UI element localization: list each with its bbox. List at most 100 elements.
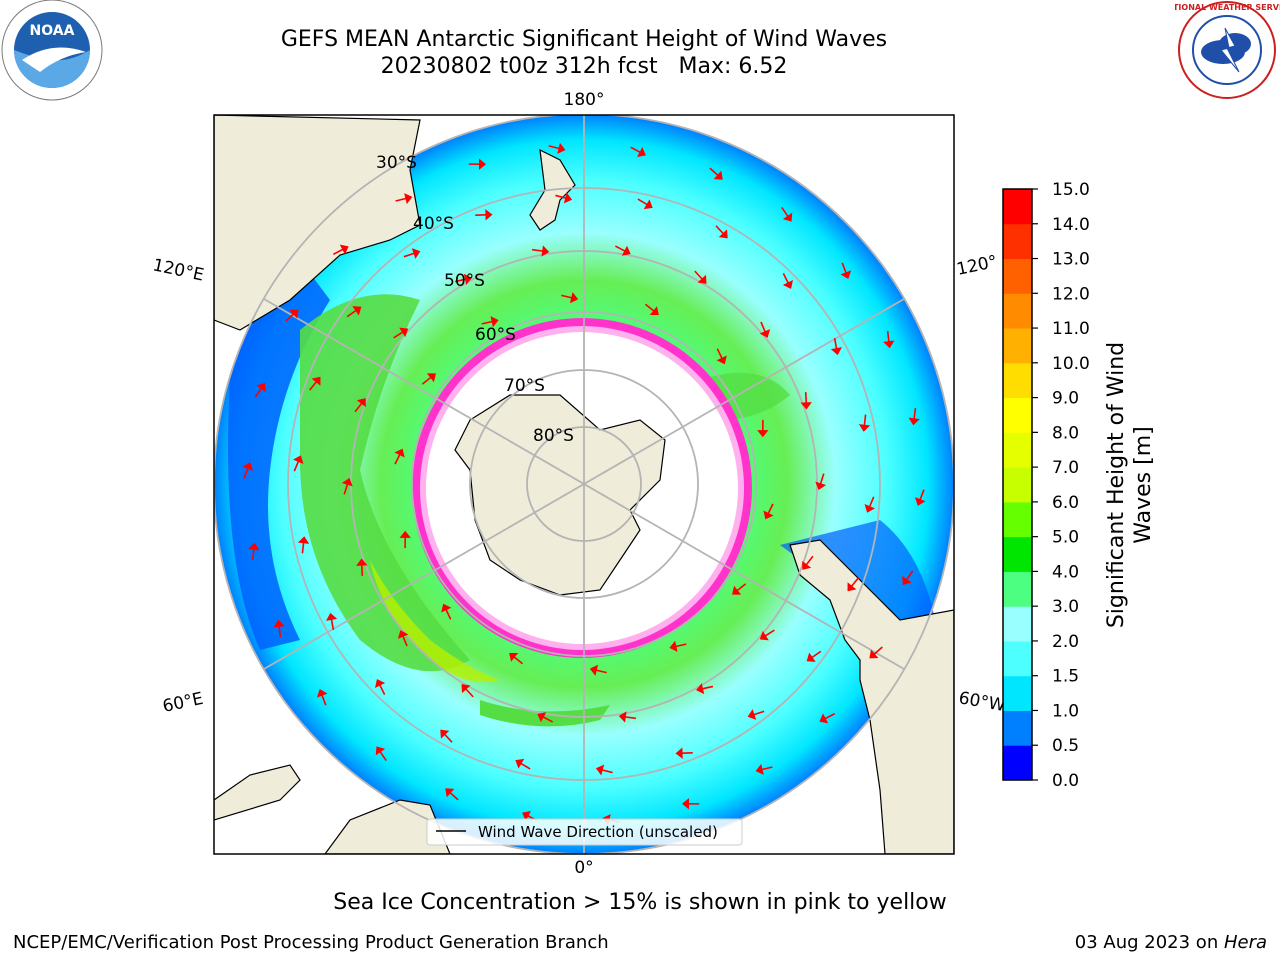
colorbar-tick-label: 2.0 [1052,632,1079,652]
lat-label-50s: 50°S [444,271,485,291]
colorbar-tick-label: 8.0 [1052,423,1079,443]
national-weather-service-logo: NATIONAL WEATHER SERVICE [1175,1,1280,99]
wind-arrow [445,609,452,620]
colorbar-segment [1003,606,1032,642]
legend-label: Wind Wave Direction (unscaled) [478,823,718,841]
wind-arrow [421,376,432,385]
wind-arrow [601,769,613,774]
colorbar-tick-label: 3.0 [1052,597,1079,617]
wind-arrow [819,473,825,485]
lon-label-lower-right: 60°W [957,688,1007,716]
wind-arrow [694,270,703,280]
wind-arrow [637,198,648,206]
wind-arrow [379,751,387,761]
wind-arrow [346,309,357,318]
wind-arrow-head [732,585,742,595]
wind-arrow-head [399,530,411,538]
antarctica-land [454,394,666,596]
lon-label-top: 180° [564,90,605,110]
wind-arrow-head [563,192,573,204]
wind-arrow-head [569,292,579,304]
wind-arrow-head [840,270,852,280]
wind-arrow-head [782,212,793,222]
wind-arrow [481,320,493,325]
wind-arrow [716,348,723,359]
wind-arrow-head [915,497,926,506]
colorbar-segment [1003,328,1032,364]
colorbar-tick-label: 5.0 [1052,528,1079,548]
wind-arrow-head [869,649,879,659]
wind-arrow-head [316,688,328,698]
wind-arrow-head [292,455,304,464]
wind-arrow [332,248,344,256]
wind-arrow-head [356,558,368,566]
colorbar-tick-label: 12.0 [1052,284,1090,304]
colorbar-frame [1002,188,1033,781]
lat-label-70s: 70°S [504,376,545,396]
wind-arrow-head [589,664,599,676]
wind-arrow-head [289,309,299,319]
lat-label-40s: 40°S [413,214,454,234]
wind-arrow-head [515,758,525,769]
colorbar-segment [1003,293,1032,329]
wind-direction-arrows [242,142,926,826]
wind-arrow-head [537,712,547,723]
wind-arrow-head [356,398,366,408]
wind-arrow [243,467,249,479]
wind-arrow [465,688,474,698]
wind-arrow-head [669,640,678,652]
wind-arrow [913,408,917,420]
colorbar-tick-label: 9.0 [1052,389,1079,409]
colorbar-tick-label: 10.0 [1052,354,1090,374]
wind-arrow [709,167,719,177]
lon-label-lower-left: 60°E [161,689,205,717]
wind-arrow-head [375,746,386,756]
wind-arrow [308,381,318,391]
wind-arrow [767,503,774,515]
wind-arrow [833,337,838,350]
wind-arrow [760,321,766,333]
wind-arrow-head [636,146,646,157]
colorbar-segment [1003,223,1032,260]
colorbar-tick-label: 13.0 [1052,250,1090,270]
map-legend: Wind Wave Direction (unscaled) [426,818,743,846]
colorbar-segment [1003,675,1032,711]
wind-arrow-head [830,347,842,356]
footer-date: 03 Aug 2023 on Hera [1074,932,1267,953]
wind-arrow [394,453,401,465]
wind-arrow-head [713,170,723,180]
colorbar-tick-label: 6.0 [1052,493,1079,513]
wind-arrow [905,570,914,581]
wind-arrow [850,577,860,587]
wind-arrow [278,625,282,638]
colorbar-tick-label: 4.0 [1052,562,1079,582]
wind-arrow-head [557,142,566,154]
colorbar-tick-label: 0.5 [1052,736,1079,756]
wind-arrow [863,414,867,426]
wind-arrow [531,248,544,252]
wind-arrow [251,548,255,560]
wind-arrow-head [397,630,409,639]
wind-arrow-head [902,576,912,586]
wind-arrow-head [375,679,386,689]
lat-label-80s: 80°S [533,426,574,446]
footer-host: Hera [1223,932,1267,953]
colorbar-tick-label: 0.0 [1052,771,1079,791]
wind-arrow-head [858,424,871,432]
wind-arrow-head [461,684,471,694]
wind-arrow-head [394,448,405,458]
wind-arrow-head [490,316,499,328]
wind-arrow-head [339,244,349,255]
wind-arrow [343,483,349,495]
wind-arrow [321,694,327,706]
wind-arrow-head [445,788,455,798]
wind-arrow-head [800,402,812,410]
wind-arrow [513,656,524,665]
map-title: GEFS MEAN Antarctic Significant Height o… [280,27,888,52]
footer-organization: NCEP/EMC/Verification Post Processing Pr… [13,932,609,953]
wind-arrow-head [757,430,769,438]
africa-land-south [324,799,451,854]
wind-arrow [402,635,408,647]
wind-arrow [354,402,363,413]
